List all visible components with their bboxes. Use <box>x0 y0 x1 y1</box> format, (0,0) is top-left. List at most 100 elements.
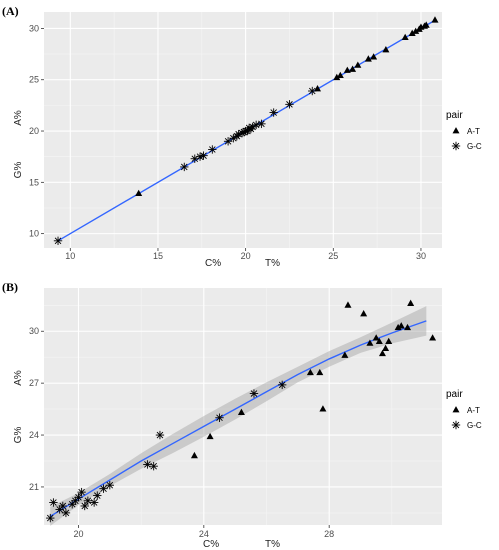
point-b-at-7 <box>344 301 352 308</box>
legend-triangle-icon-b <box>452 406 460 413</box>
legend-triangle-icon-a <box>452 127 460 134</box>
point-b-gc-3 <box>58 501 68 511</box>
trend-line-b <box>49 320 427 517</box>
y-axis-label-b-a: A% <box>13 370 24 386</box>
point-a-at-17 <box>431 16 439 23</box>
point-b-gc-19 <box>249 389 259 398</box>
legend-label-b-gc: G-C <box>467 421 482 430</box>
point-a-at-10 <box>401 33 409 41</box>
point-a-at-7 <box>364 55 372 62</box>
point-a-at-2 <box>333 73 341 81</box>
point-b-gc-15 <box>143 460 152 469</box>
point-b-at-8 <box>360 310 368 317</box>
point-a-gc-20 <box>285 100 294 109</box>
point-b-gc-12 <box>93 491 102 500</box>
y-tick-label-a-2: 20 <box>29 126 39 136</box>
point-a-gc-18 <box>257 119 266 129</box>
point-b-at-18 <box>407 299 415 306</box>
panel-b: (B) 20 24 28 21 24 27 30 C% T% A% G% pair A-T… <box>2 280 482 550</box>
point-a-at-3 <box>336 71 344 79</box>
y-ticks-b: 21 24 27 30 <box>29 326 44 492</box>
legend-label-b-at: A-T <box>467 406 480 415</box>
point-a-gc-21 <box>308 86 317 96</box>
y-axis-label-a-a: A% <box>13 110 24 126</box>
point-b-gc-17 <box>155 430 165 440</box>
point-b-gc-1 <box>49 498 58 507</box>
x-ticks-a: 10 15 20 25 30 <box>65 248 426 261</box>
confidence-ribbon-b <box>50 306 427 526</box>
point-b-gc-13 <box>99 484 108 493</box>
point-a-gc-0 <box>53 236 63 246</box>
legend-label-a-at: A-T <box>467 127 480 136</box>
y-tick-label-a-4: 30 <box>29 23 39 33</box>
point-b-at-4 <box>316 368 324 376</box>
point-a-at-6 <box>354 61 362 68</box>
point-b-gc-0 <box>46 513 55 523</box>
point-b-at-0 <box>190 451 198 459</box>
x-tick-label-b-0: 20 <box>73 529 83 539</box>
y-axis-label-a-g: G% <box>13 162 24 179</box>
legend-title-a: pair <box>446 110 463 121</box>
point-a-at-5 <box>349 65 357 72</box>
point-b-at-6 <box>341 351 349 358</box>
point-b-gc-18 <box>215 413 224 422</box>
point-b-at-15 <box>394 323 402 331</box>
point-b-at-19 <box>429 334 437 341</box>
point-b-at-14 <box>385 337 393 345</box>
legend-label-a-gc: G-C <box>467 142 482 151</box>
point-b-at-1 <box>206 432 214 440</box>
legend-b: pair A-T G-C <box>446 389 482 430</box>
x-tick-label-b-2: 28 <box>324 529 334 539</box>
point-a-gc-1 <box>180 162 189 172</box>
point-b-at-13 <box>382 344 390 351</box>
x-tick-label-a-1: 15 <box>153 251 163 261</box>
point-b-gc-8 <box>77 487 86 497</box>
point-a-gc-5 <box>208 145 217 154</box>
y-tick-label-b-2: 27 <box>29 378 39 388</box>
point-b-at-10 <box>372 334 380 341</box>
legend-a: pair A-T G-C <box>446 110 482 151</box>
y-tick-label-a-3: 25 <box>29 75 39 85</box>
legend-asterisk-icon-a <box>451 141 461 151</box>
point-a-gc-4 <box>199 151 208 160</box>
x-axis-label-a-c: C% <box>205 258 221 269</box>
x-tick-label-b-1: 24 <box>199 529 209 539</box>
y-tick-label-a-1: 15 <box>29 177 39 187</box>
grid-a <box>44 12 442 248</box>
point-b-gc-7 <box>74 493 83 502</box>
point-a-at-16 <box>422 21 430 28</box>
points-a <box>53 16 439 246</box>
point-a-at-12 <box>412 27 420 34</box>
legend-symbols-a <box>451 127 461 151</box>
y-tick-label-a-0: 10 <box>29 229 39 239</box>
y-tick-label-b-3: 30 <box>29 326 39 336</box>
point-b-gc-16 <box>149 461 158 471</box>
point-b-gc-14 <box>105 481 115 490</box>
point-b-at-16 <box>397 322 405 329</box>
point-b-gc-11 <box>89 498 99 507</box>
point-b-at-2 <box>237 408 245 415</box>
point-b-at-11 <box>375 337 383 345</box>
point-b-gc-9 <box>80 501 89 511</box>
x-tick-label-a-3: 25 <box>328 251 338 261</box>
point-a-gc-17 <box>251 120 261 130</box>
x-tick-label-a-4: 30 <box>416 251 426 261</box>
legend-title-b: pair <box>446 389 463 400</box>
trend-b <box>49 306 427 526</box>
grid-b <box>44 288 442 525</box>
point-a-at-4 <box>343 66 351 73</box>
point-b-gc-4 <box>61 508 71 518</box>
y-ticks-a: 10 15 20 25 30 <box>29 23 44 239</box>
x-tick-label-a-2: 20 <box>241 251 251 261</box>
points-b <box>46 299 437 523</box>
x-axis-label-b-c: C% <box>203 539 219 550</box>
point-b-gc-10 <box>83 496 93 505</box>
x-axis-label-b-t: T% <box>265 539 280 550</box>
x-ticks-b: 20 24 28 <box>73 525 334 539</box>
y-tick-label-b-0: 21 <box>29 482 39 492</box>
point-b-at-12 <box>378 349 386 357</box>
point-a-at-9 <box>382 46 390 53</box>
point-a-gc-19 <box>269 108 278 117</box>
point-b-at-17 <box>404 323 412 331</box>
